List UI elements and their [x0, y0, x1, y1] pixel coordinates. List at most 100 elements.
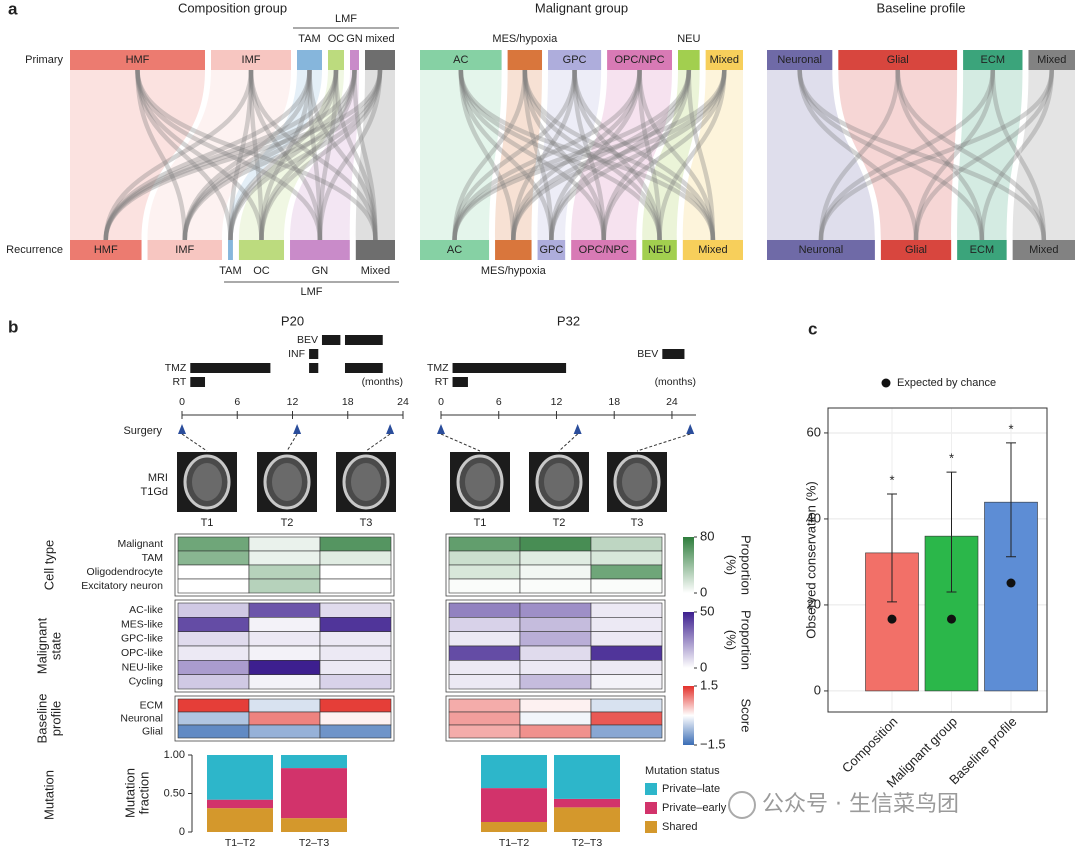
colorbar-title: (%) [724, 555, 739, 575]
group-label: profile [48, 701, 63, 736]
heatmap-cell [448, 674, 521, 690]
node-label: MES/hypoxia [481, 265, 547, 277]
node-label: Glial [905, 244, 927, 256]
flow-band [682, 70, 743, 240]
heatmap-cell [590, 578, 663, 594]
significance-mark: * [889, 472, 894, 487]
row-label: Excitatory neuron [81, 580, 163, 592]
legend-label: Shared [662, 821, 697, 833]
legend-swatch [645, 783, 657, 795]
expected-dot [1006, 578, 1016, 588]
treatment-bar [190, 377, 206, 387]
mri-brain [465, 463, 495, 501]
heatmap-cell [319, 698, 392, 713]
group-label: LMF [301, 286, 323, 298]
surgery-link [558, 433, 578, 452]
flow [103, 69, 357, 241]
alluvial-node [838, 50, 958, 70]
x-tick-label: 12 [551, 396, 563, 408]
heatmap-cell [448, 617, 521, 632]
alluvial-node [607, 50, 673, 70]
legend-label: Private–early [662, 802, 727, 814]
flow [572, 69, 662, 241]
treatment-label: INF [288, 348, 305, 360]
node-label: OC [253, 265, 270, 277]
heatmap-cell [319, 578, 392, 594]
group-label: Malignant [34, 617, 49, 674]
heatmap-cell [248, 711, 321, 726]
node-label: GN [312, 265, 329, 277]
alluvial-node [328, 50, 344, 70]
colorbar-tick-label: 50 [700, 603, 714, 618]
alluvial-node [507, 50, 543, 70]
flow [511, 69, 577, 241]
flow [135, 69, 323, 241]
heatmap-cell [448, 578, 521, 594]
stacked-segment [481, 755, 547, 789]
row-label: Primary [25, 54, 63, 66]
legend-dot [881, 378, 891, 388]
error-bar [946, 471, 957, 593]
heatmap-cell [519, 674, 592, 690]
node-label: Mixed [710, 54, 739, 66]
y-axis-label: Observed conservation (%) [803, 481, 818, 639]
y-axis-label: Mutation [122, 768, 137, 818]
flow [522, 69, 716, 241]
x-tick-label: T1–T2 [499, 837, 530, 849]
node-label: NEU [677, 33, 700, 45]
heatmap-cell [448, 602, 521, 618]
colorbar-title: Proportion [739, 610, 754, 670]
row-label: OPC-like [121, 647, 163, 659]
group-label: Baseline [34, 694, 49, 744]
heatmap-cell [319, 631, 392, 647]
heatmap-cell [177, 617, 250, 632]
error-bar [1006, 442, 1016, 558]
flow [333, 69, 378, 241]
colorbar-tick-label: −1.5 [700, 736, 726, 751]
heatmap-cell [590, 674, 663, 690]
plot-frame [827, 407, 1048, 713]
colorbar-tick-label: 1.5 [700, 677, 718, 692]
x-tick-label: 18 [608, 396, 620, 408]
legend-label: Private–late [662, 783, 720, 795]
flow [511, 69, 692, 241]
flow-band [838, 70, 958, 240]
surgery-marker [573, 424, 582, 434]
heatmap-cell [519, 550, 592, 566]
mri-brain [192, 463, 222, 501]
stacked-segment [281, 755, 347, 769]
row-label: NEU-like [122, 661, 164, 673]
surgery-marker [293, 424, 302, 434]
flow [458, 69, 606, 241]
flow-band [70, 70, 205, 240]
alluvial-node [1028, 50, 1075, 70]
flow [182, 69, 357, 241]
node-label: GPC [539, 244, 563, 256]
group-label: Mutation [41, 770, 56, 820]
treatment-label: RT [172, 376, 186, 388]
flow [818, 69, 996, 241]
surgery-marker [437, 424, 445, 434]
heatmap-cell [177, 698, 250, 713]
heatmap-cell [519, 645, 592, 661]
row-label: TAM [142, 552, 163, 564]
mri-brain [272, 463, 302, 501]
alluvial-node [420, 240, 490, 260]
heatmap-cell [319, 536, 392, 552]
node-label: AC [453, 54, 468, 66]
flow [103, 69, 254, 241]
stacked-segment [554, 755, 620, 799]
heatmap-cell [177, 631, 250, 647]
flow [452, 69, 528, 241]
heatmap-cell [177, 578, 250, 594]
node-label: HMF [126, 54, 150, 66]
alluvial-node [350, 50, 359, 70]
flow [895, 69, 985, 241]
alluvial-node [211, 50, 291, 70]
heatmap-cell [248, 617, 321, 632]
flow [452, 69, 577, 241]
treatment-bar [309, 349, 319, 359]
flow [135, 69, 233, 241]
alluvial-node [297, 50, 322, 70]
heatmap-cell [248, 660, 321, 675]
